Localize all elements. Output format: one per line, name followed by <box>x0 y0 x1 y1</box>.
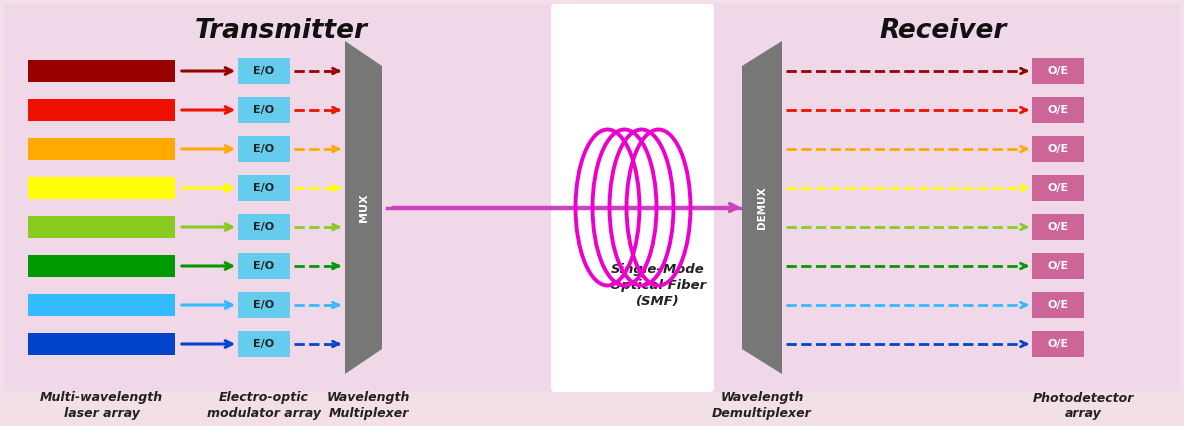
FancyBboxPatch shape <box>1032 97 1085 123</box>
FancyBboxPatch shape <box>28 216 175 238</box>
FancyBboxPatch shape <box>28 99 175 121</box>
FancyBboxPatch shape <box>706 4 1180 392</box>
Text: E/O: E/O <box>253 261 275 271</box>
FancyBboxPatch shape <box>238 58 290 84</box>
Text: E/O: E/O <box>253 66 275 76</box>
FancyBboxPatch shape <box>551 4 714 392</box>
Text: O/E: O/E <box>1048 261 1069 271</box>
FancyBboxPatch shape <box>28 177 175 199</box>
Text: DEMUX: DEMUX <box>757 186 767 229</box>
FancyBboxPatch shape <box>28 294 175 316</box>
Text: E/O: E/O <box>253 222 275 232</box>
FancyBboxPatch shape <box>238 253 290 279</box>
Text: O/E: O/E <box>1048 105 1069 115</box>
Text: Single–Mode
Optical Fiber
(SMF): Single–Mode Optical Fiber (SMF) <box>610 262 706 308</box>
Text: E/O: E/O <box>253 105 275 115</box>
FancyBboxPatch shape <box>1032 253 1085 279</box>
FancyBboxPatch shape <box>1032 214 1085 240</box>
FancyBboxPatch shape <box>28 333 175 355</box>
Text: Electro-optic
modulator array: Electro-optic modulator array <box>207 391 321 420</box>
Text: E/O: E/O <box>253 183 275 193</box>
Text: O/E: O/E <box>1048 144 1069 154</box>
FancyBboxPatch shape <box>4 4 559 392</box>
FancyBboxPatch shape <box>238 292 290 318</box>
FancyBboxPatch shape <box>238 175 290 201</box>
FancyBboxPatch shape <box>28 60 175 82</box>
FancyBboxPatch shape <box>28 138 175 160</box>
Text: O/E: O/E <box>1048 222 1069 232</box>
Text: Photodetector
array: Photodetector array <box>1032 391 1134 420</box>
FancyBboxPatch shape <box>1032 331 1085 357</box>
Text: Wavelength
Multiplexer: Wavelength Multiplexer <box>327 391 410 420</box>
Text: Receiver: Receiver <box>880 18 1006 44</box>
Text: E/O: E/O <box>253 339 275 349</box>
FancyBboxPatch shape <box>1032 58 1085 84</box>
Text: O/E: O/E <box>1048 66 1069 76</box>
Polygon shape <box>742 41 781 374</box>
FancyBboxPatch shape <box>238 136 290 162</box>
Text: E/O: E/O <box>253 300 275 310</box>
FancyBboxPatch shape <box>238 331 290 357</box>
Text: Transmitter: Transmitter <box>195 18 368 44</box>
Text: O/E: O/E <box>1048 300 1069 310</box>
Text: E/O: E/O <box>253 144 275 154</box>
FancyBboxPatch shape <box>1032 292 1085 318</box>
FancyBboxPatch shape <box>28 255 175 277</box>
Text: O/E: O/E <box>1048 183 1069 193</box>
FancyBboxPatch shape <box>1032 175 1085 201</box>
Polygon shape <box>345 41 382 374</box>
Text: O/E: O/E <box>1048 339 1069 349</box>
Text: MUX: MUX <box>359 193 368 222</box>
FancyBboxPatch shape <box>238 97 290 123</box>
FancyBboxPatch shape <box>1032 136 1085 162</box>
Text: Wavelength
Demultiplexer: Wavelength Demultiplexer <box>712 391 812 420</box>
FancyBboxPatch shape <box>238 214 290 240</box>
Text: Multi-wavelength
laser array: Multi-wavelength laser array <box>40 391 163 420</box>
